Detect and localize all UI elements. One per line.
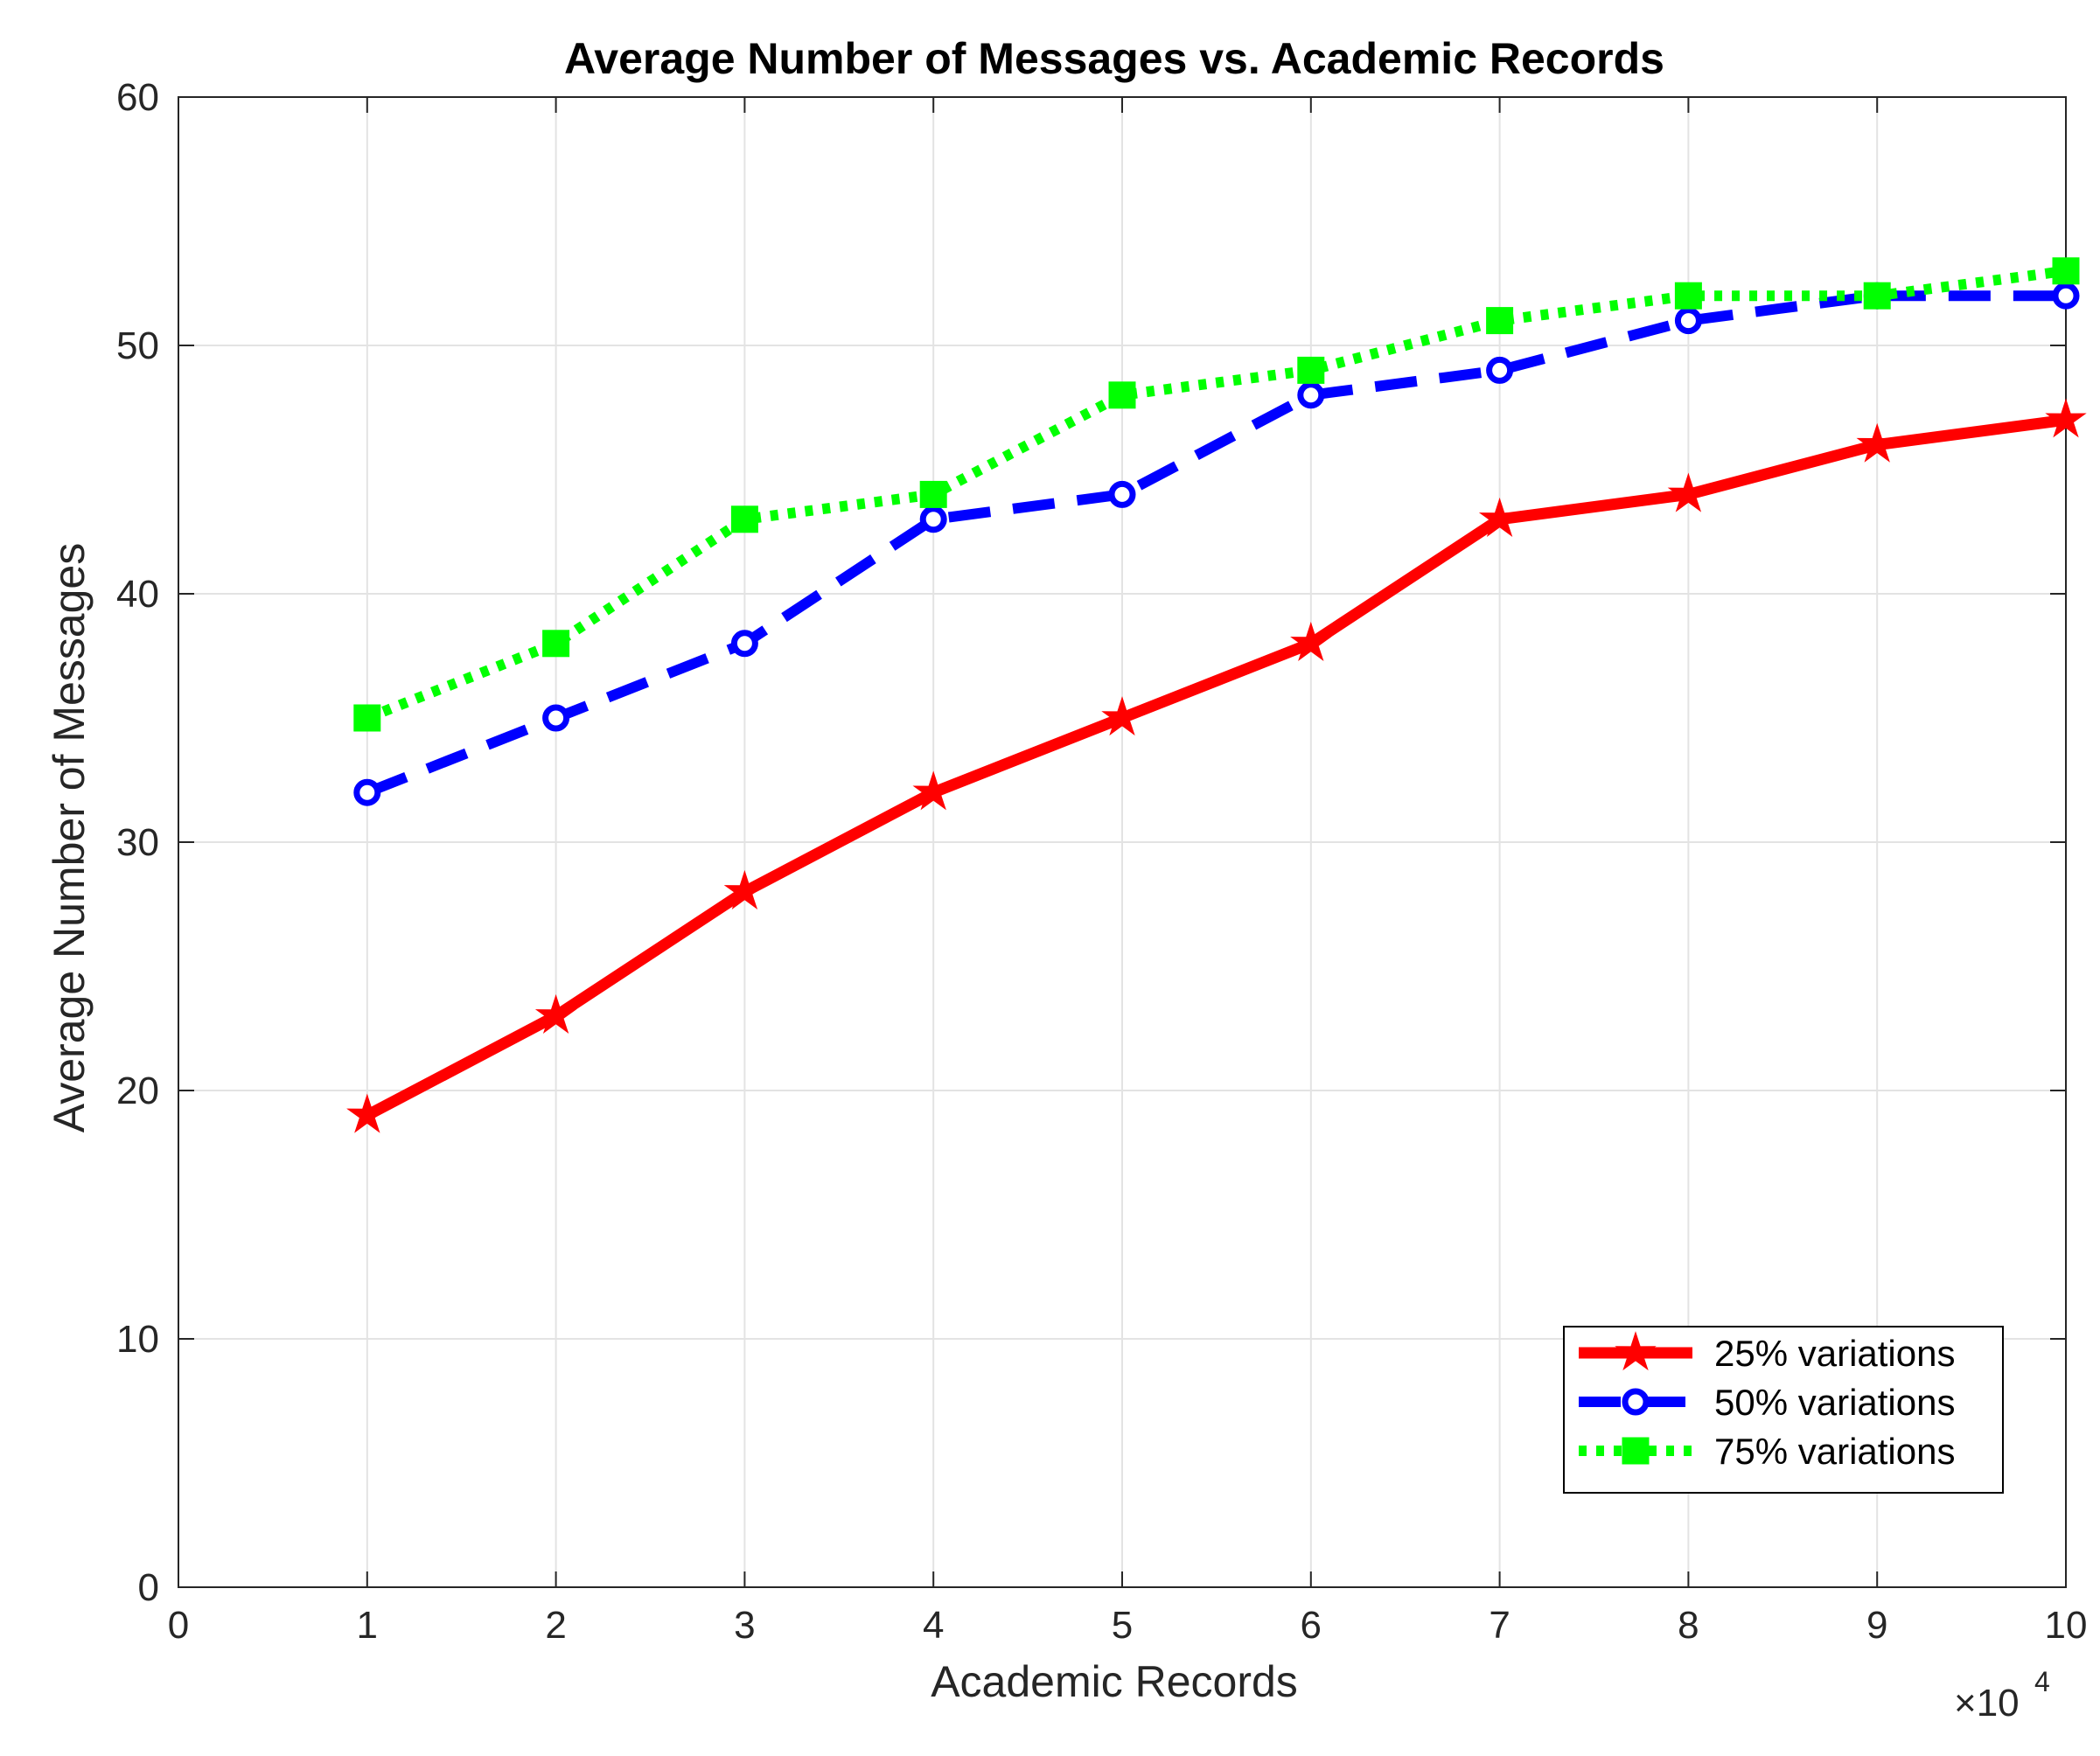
legend-marker xyxy=(1615,1331,1657,1371)
chart-title: Average Number of Messages vs. Academic … xyxy=(564,34,1664,83)
data-point-marker xyxy=(1674,282,1702,310)
data-point-marker xyxy=(1478,497,1521,537)
x-tick-label: 10 xyxy=(2045,1604,2088,1647)
data-point-marker xyxy=(542,630,570,658)
legend-label: 25% variations xyxy=(1714,1333,1955,1374)
data-point-marker xyxy=(1108,381,1136,409)
x-tick-label: 7 xyxy=(1489,1604,1510,1647)
x-tick-label: 4 xyxy=(923,1604,944,1647)
data-point-marker xyxy=(730,505,758,533)
x-tick-label: 0 xyxy=(168,1604,189,1647)
data-point-marker xyxy=(2052,282,2080,310)
data-point-marker xyxy=(1856,422,1898,463)
series-2 xyxy=(353,282,2080,806)
x-tick-label: 8 xyxy=(1678,1604,1699,1647)
x-tick-label: 3 xyxy=(734,1604,755,1647)
y-tick-label: 10 xyxy=(116,1318,159,1361)
legend-item: 50% variations xyxy=(1579,1382,1955,1423)
data-point-marker xyxy=(919,480,947,508)
x-tick-label: 5 xyxy=(1112,1604,1133,1647)
y-tick-label: 20 xyxy=(116,1070,159,1112)
data-point-marker xyxy=(2045,398,2087,438)
y-tick-label: 60 xyxy=(116,76,159,119)
legend-marker xyxy=(1622,1437,1650,1465)
y-axis-label: Average Number of Messages xyxy=(45,543,94,1132)
legend: 25% variations 50% variations 75% variatio… xyxy=(1563,1326,2004,1494)
x-tick-label: 2 xyxy=(545,1604,566,1647)
x-tick-label: 6 xyxy=(1301,1604,1322,1647)
x-axis-multiplier: ×10 4 xyxy=(1954,1666,2050,1725)
series-line xyxy=(365,265,2067,723)
data-point-marker xyxy=(353,778,381,806)
series-line xyxy=(365,290,2066,798)
data-point-marker xyxy=(1290,621,1332,661)
legend-marker xyxy=(1622,1388,1650,1416)
data-point-marker xyxy=(1486,356,1514,384)
data-point-marker xyxy=(919,505,947,533)
x-multiplier-base: ×10 xyxy=(1954,1682,2020,1725)
data-point-marker xyxy=(1297,356,1325,384)
legend-label: 75% variations xyxy=(1714,1431,1955,1472)
y-tick-label: 0 xyxy=(138,1566,159,1609)
data-point-marker xyxy=(1667,472,1710,512)
data-point-marker xyxy=(346,1093,388,1133)
x-axis-label: Academic Records xyxy=(931,1657,1298,1706)
x-tick-label: 9 xyxy=(1866,1604,1887,1647)
data-point-marker xyxy=(353,704,381,732)
data-point-marker xyxy=(1863,282,1891,310)
axis-ticks: 0 1 2 3 4 5 6 7 8 9 10 0 10 20 30 40 50 60 xyxy=(116,76,2087,1647)
data-point-marker xyxy=(723,869,766,909)
data-point-marker xyxy=(534,993,577,1034)
data-series xyxy=(346,257,2087,1133)
data-point-marker xyxy=(1486,307,1514,335)
data-point-marker xyxy=(1108,480,1136,508)
legend-item: 25% variations xyxy=(1579,1331,1955,1374)
legend-item: 75% variations xyxy=(1579,1431,1955,1472)
data-point-marker xyxy=(542,704,570,732)
data-point-marker xyxy=(1297,381,1325,409)
y-tick-label: 40 xyxy=(116,573,159,616)
series-line xyxy=(364,414,2067,1121)
data-point-marker xyxy=(1101,696,1143,736)
y-tick-label: 30 xyxy=(116,821,159,864)
data-point-marker xyxy=(1674,307,1702,335)
y-tick-label: 50 xyxy=(116,324,159,367)
series-1 xyxy=(346,398,2087,1133)
x-tick-label: 1 xyxy=(357,1604,378,1647)
data-point-marker xyxy=(2052,257,2080,285)
legend-items: 25% variations 50% variations 75% variatio… xyxy=(1579,1331,1955,1472)
data-point-marker xyxy=(730,630,758,658)
data-point-marker xyxy=(912,770,954,811)
series-3 xyxy=(353,257,2080,732)
x-multiplier-exponent: 4 xyxy=(2034,1666,2050,1697)
legend-label: 50% variations xyxy=(1714,1382,1955,1423)
